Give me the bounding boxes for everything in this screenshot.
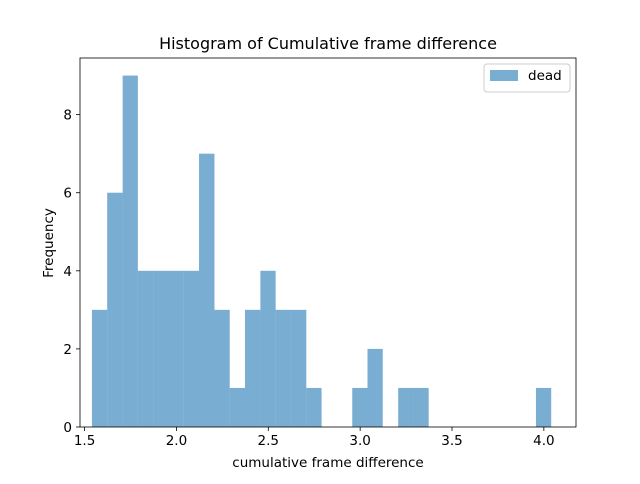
histogram-bar <box>122 75 138 428</box>
histogram-bar <box>275 309 291 427</box>
histogram-bar <box>137 270 154 427</box>
histogram-bar <box>352 387 368 427</box>
histogram-bar <box>535 387 552 427</box>
x-axis-label: cumulative frame difference <box>232 455 423 471</box>
x-tick-label: 4.0 <box>533 433 554 449</box>
y-tick-label: 2 <box>63 342 72 358</box>
histogram-bar <box>306 387 322 427</box>
histogram-bar <box>183 270 200 427</box>
legend-swatch <box>490 70 518 81</box>
x-tick-label: 2.0 <box>166 433 187 449</box>
y-tick-label: 4 <box>63 264 72 280</box>
x-tick-label: 3.5 <box>441 433 462 449</box>
histogram-bar <box>290 309 307 427</box>
histogram-bar <box>413 387 429 427</box>
x-axis-ticks: 1.5 2.0 2.5 3.0 3.5 4.0 <box>74 427 555 449</box>
histogram-bar <box>168 270 184 427</box>
legend-label: dead <box>528 68 562 84</box>
axes-frame <box>79 57 577 428</box>
y-tick-label: 6 <box>63 186 72 202</box>
x-tick-label: 3.0 <box>349 433 370 449</box>
y-axis-label: Frequency <box>41 208 57 278</box>
histogram-bar <box>214 309 230 427</box>
histogram-bar <box>260 270 276 427</box>
x-tick-label: 1.5 <box>74 433 95 449</box>
y-tick-label: 0 <box>63 420 72 436</box>
histogram-bar <box>91 309 108 427</box>
histogram-bar <box>229 387 245 427</box>
y-axis-ticks: 0 2 4 6 8 <box>63 108 80 436</box>
histogram-bar <box>367 348 383 427</box>
x-tick-label: 2.5 <box>258 433 279 449</box>
histogram-bar <box>244 309 261 427</box>
histogram-bars <box>91 75 552 428</box>
histogram-bar <box>107 192 123 427</box>
chart-title: Histogram of Cumulative frame difference <box>159 34 497 53</box>
legend: dead <box>483 63 571 93</box>
y-tick-label: 8 <box>63 108 72 124</box>
histogram-bar <box>199 153 215 427</box>
histogram-bar <box>398 387 414 427</box>
histogram-bar <box>153 270 169 427</box>
